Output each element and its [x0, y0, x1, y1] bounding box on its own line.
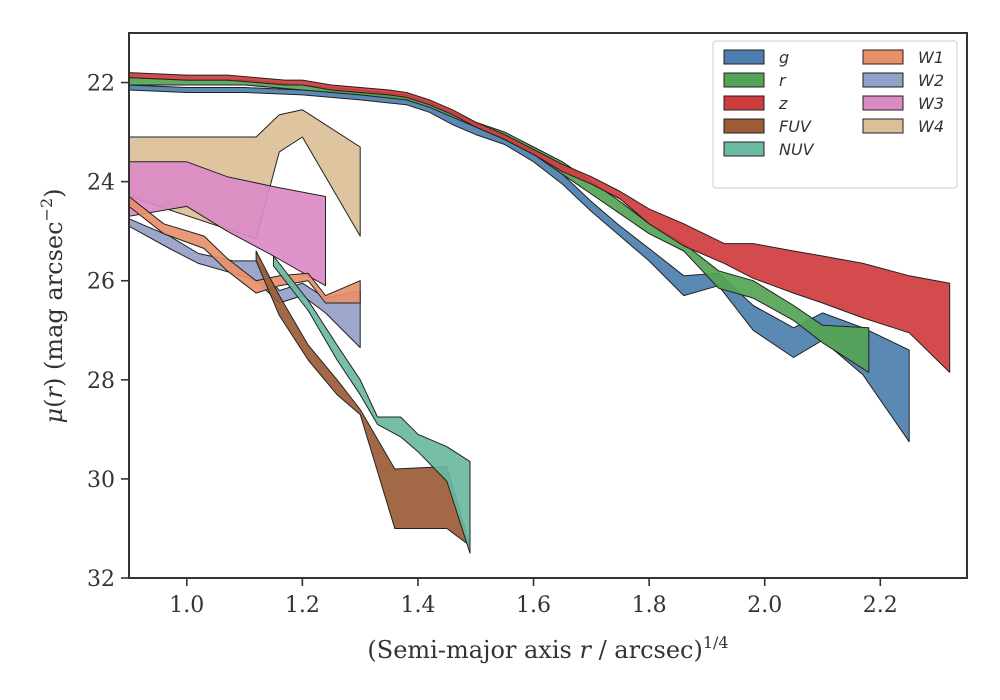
x-axis-label-mid: / arcsec): [591, 636, 703, 664]
legend-swatch-r: [723, 72, 765, 88]
legend-swatch-z: [723, 95, 765, 111]
band-w3: [129, 161, 326, 287]
legend-swatch-w1: [862, 49, 904, 65]
legend-swatch-w3: [862, 95, 904, 111]
band-nuv: [273, 255, 471, 554]
legend-label-w4: W4: [918, 117, 944, 136]
y-axis-label-open: (: [40, 399, 68, 408]
x-axis-label: (Semi-major axis r / arcsec)1/4: [367, 633, 728, 664]
legend-swatch-fuv: [723, 118, 765, 134]
band-z: [129, 72, 951, 373]
y-axis-label-sup: −2: [37, 198, 56, 222]
x-tick-label: 1.2: [285, 593, 320, 618]
legend-label-fuv: FUV: [779, 117, 812, 136]
y-axis: 22 24 26 28 30 32: [87, 72, 129, 592]
y-axis-label: μ(r) (mag arcsec−2): [37, 188, 68, 423]
legend-label-g: g: [779, 48, 789, 67]
x-axis-label-var: r: [579, 636, 592, 664]
x-tick-label: 2.0: [747, 593, 782, 618]
legend-swatch-nuv: [723, 141, 765, 157]
plot-frame: [128, 32, 968, 579]
legend-label-r: r: [779, 71, 787, 90]
y-axis-label-var: r: [40, 386, 68, 399]
legend-label-w2: W2: [918, 71, 944, 90]
legend-label-w3: W3: [918, 94, 944, 113]
legend-swatch-w2: [862, 72, 904, 88]
band-fuv: [255, 250, 471, 547]
legend-swatch-w4: [862, 118, 904, 134]
x-tick-label: 1.0: [169, 593, 204, 618]
y-tick-label: 30: [87, 468, 115, 493]
band-layer: [129, 72, 951, 554]
x-axis-label-prefix: (Semi-major axis: [367, 636, 579, 664]
legend-label-w1: W1: [918, 48, 944, 67]
y-tick-label: 24: [87, 171, 115, 196]
legend: grz FUV NUV W1 W2 W3 W4: [712, 40, 958, 189]
y-tick-label: 28: [87, 369, 115, 394]
legend-label-z: z: [778, 94, 788, 113]
legend-label-nuv: NUV: [779, 140, 815, 159]
x-axis-label-sup: 1/4: [703, 633, 729, 652]
y-axis-label-end: ): [40, 188, 68, 197]
y-axis-label-close: ) (mag arcsec: [40, 221, 68, 387]
legend-swatch-g: [723, 49, 765, 65]
y-tick-label: 26: [87, 270, 115, 295]
x-axis: 1.0 1.2 1.4 1.6 1.8 2.0 2.2: [169, 578, 898, 618]
x-tick-label: 1.8: [632, 593, 667, 618]
x-tick-label: 1.6: [516, 593, 551, 618]
y-tick-label: 22: [87, 72, 115, 97]
x-tick-label: 1.4: [400, 593, 435, 618]
y-axis-label-mu: μ: [40, 408, 68, 424]
band-w1: [129, 196, 361, 304]
y-tick-label: 32: [87, 567, 115, 592]
x-tick-label: 2.2: [863, 593, 898, 618]
band-w2: [129, 218, 361, 349]
